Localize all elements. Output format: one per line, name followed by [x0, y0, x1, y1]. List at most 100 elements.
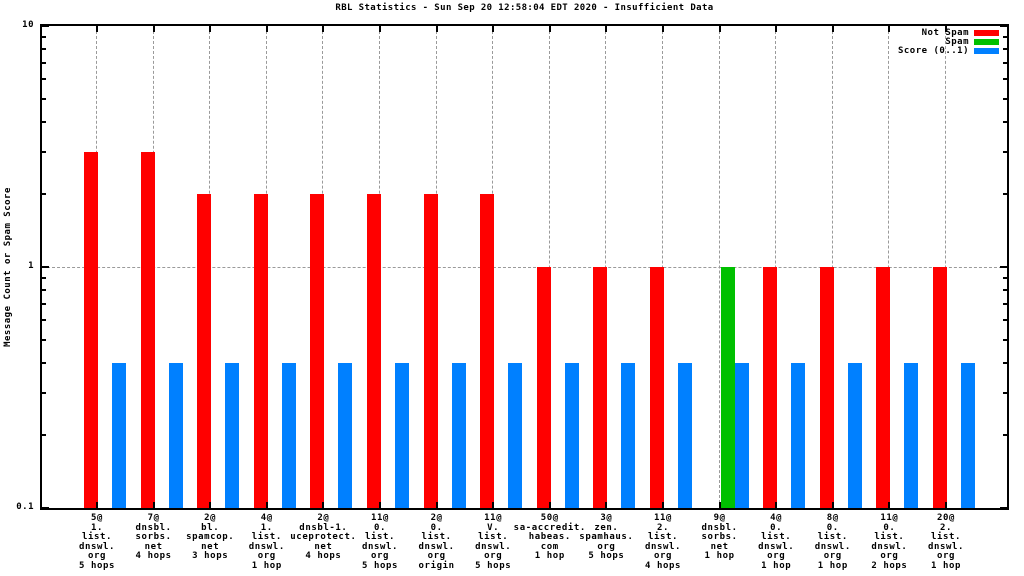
- y-tick-minor: [42, 36, 46, 39]
- score-0-1--bar: [225, 362, 240, 508]
- legend-item: Score (0..1): [897, 45, 999, 56]
- plot-area: Not Spam Spam Score (0..1): [40, 24, 1009, 510]
- x-tick-label: 11@ 2. list. dnswl. org 4 hops: [644, 513, 682, 571]
- y-tick-minor: [1003, 392, 1007, 394]
- score-0-1--bar: [564, 362, 579, 508]
- x-tick-label: 50@ sa-accredit. habeas. com 1 hop: [513, 513, 586, 561]
- x-tick-bottom: [718, 502, 721, 508]
- score-0-1--bar: [678, 362, 692, 508]
- y-tick-major: [1000, 266, 1007, 268]
- x-tick-top: [718, 26, 721, 32]
- legend-label: Not Spam: [921, 27, 969, 38]
- not-spam-bar: [536, 267, 551, 508]
- x-tick-bottom: [435, 502, 438, 508]
- x-tick-bottom: [379, 502, 381, 508]
- x-tick-top: [379, 26, 381, 32]
- chart-title: RBL Statistics - Sun Sep 20 12:58:04 EDT…: [335, 3, 714, 13]
- x-tick-label: 20@ 2. list. dnswl. org 1 hop: [927, 513, 965, 571]
- x-tick-label: 2@ 0. list. dnswl. org origin: [418, 513, 455, 571]
- score-0-1--bar: [281, 362, 296, 508]
- y-tick-minor: [1003, 434, 1007, 437]
- score-0-1--bar: [451, 362, 466, 508]
- y-tick-label: 1: [28, 261, 34, 271]
- legend-swatch-score-0-1-: [974, 47, 999, 54]
- x-tick-top: [775, 26, 778, 32]
- y-tick-minor: [42, 62, 46, 65]
- legend-swatch-not-spam: [974, 29, 999, 36]
- x-tick-bottom: [322, 502, 325, 508]
- y-tick-minor: [42, 48, 46, 51]
- not-spam-bar: [650, 267, 664, 508]
- y-tick-minor: [42, 434, 46, 437]
- y-tick-minor: [1003, 78, 1007, 81]
- y-tick-major: [1000, 507, 1007, 509]
- score-0-1--bar: [961, 362, 975, 508]
- legend-item: Not Spam: [898, 27, 999, 38]
- x-tick-bottom: [209, 502, 212, 508]
- legend-swatch-spam: [974, 38, 999, 45]
- x-tick-top: [322, 26, 325, 32]
- y-tick-minor: [42, 277, 46, 280]
- x-tick-bottom: [152, 502, 155, 508]
- x-tick-label: 2@ bl. spamcop. net 3 hops: [186, 513, 235, 561]
- y-tick-minor: [1003, 151, 1007, 153]
- x-tick-label: 5@ 1. list. dnswl. org 5 hops: [78, 513, 116, 571]
- x-tick-top: [945, 26, 947, 32]
- score-0-1--bar: [734, 362, 749, 508]
- score-0-1--bar: [395, 362, 409, 508]
- score-0-1--bar: [904, 362, 919, 508]
- y-tick-minor: [42, 319, 46, 322]
- x-tick-bottom: [945, 502, 947, 508]
- y-tick-minor: [1003, 361, 1007, 364]
- vertical-gridline: [718, 26, 720, 508]
- legend-label: Spam: [945, 36, 969, 47]
- x-tick-bottom: [605, 502, 608, 508]
- x-tick-label: 9@ dnsbl. sorbs. net 1 hop: [701, 513, 738, 561]
- x-tick-label: 7@ dnsbl. sorbs. net 4 hops: [135, 513, 172, 561]
- score-0-1--bar: [621, 362, 636, 508]
- x-tick-bottom: [96, 502, 98, 508]
- legend-item: Spam: [898, 36, 999, 47]
- x-tick-top: [96, 26, 98, 32]
- x-tick-bottom: [831, 502, 834, 508]
- x-tick-top: [605, 26, 608, 32]
- x-tick-top: [435, 26, 438, 32]
- y-tick-minor: [42, 392, 46, 394]
- y-tick-minor: [42, 151, 46, 153]
- y-tick-label: 10: [22, 20, 34, 30]
- not-spam-bar: [140, 152, 155, 508]
- not-spam-bar: [253, 194, 268, 508]
- y-tick-minor: [42, 193, 46, 196]
- x-tick-top: [209, 26, 212, 32]
- x-tick-label: 2@ dnsbl-1. uceprotect. net 4 hops: [290, 513, 357, 561]
- x-tick-label: 11@ 0. list. dnswl. org 5 hops: [361, 513, 399, 571]
- y-tick-minor: [42, 120, 46, 123]
- y-tick-minor: [1003, 303, 1007, 306]
- x-tick-bottom: [888, 502, 891, 508]
- y-tick-minor: [1003, 120, 1007, 123]
- x-tick-label: 4@ 0. list. dnswl. org 1 hop: [758, 513, 795, 571]
- x-tick-label: 4@ 1. list. dnswl. org 1 hop: [248, 513, 285, 571]
- x-tick-label: 11@ 0. list. dnswl. org 2 hops: [871, 513, 908, 571]
- x-tick-label: 8@ 0. list. dnswl. org 1 hop: [814, 513, 851, 571]
- y-tick-minor: [1003, 193, 1007, 196]
- y-tick-minor: [42, 97, 46, 100]
- y-tick-minor: [42, 78, 46, 81]
- legend-label: Score (0..1): [897, 45, 969, 56]
- score-0-1--bar: [508, 362, 523, 508]
- y-tick-minor: [1003, 289, 1007, 292]
- x-tick-top: [492, 26, 495, 32]
- x-tick-top: [888, 26, 891, 32]
- not-spam-bar: [310, 194, 325, 508]
- spam-bar: [720, 267, 735, 508]
- y-tick-minor: [1003, 319, 1007, 322]
- not-spam-bar: [197, 194, 212, 508]
- score-0-1--bar: [847, 362, 862, 508]
- y-tick-major: [42, 266, 49, 268]
- y-tick-major: [1000, 25, 1007, 27]
- x-tick-bottom: [548, 502, 551, 508]
- score-0-1--bar: [338, 362, 353, 508]
- x-tick-bottom: [662, 502, 664, 508]
- x-tick-label: 11@ V. list. dnswl. org 5 hops: [475, 513, 512, 571]
